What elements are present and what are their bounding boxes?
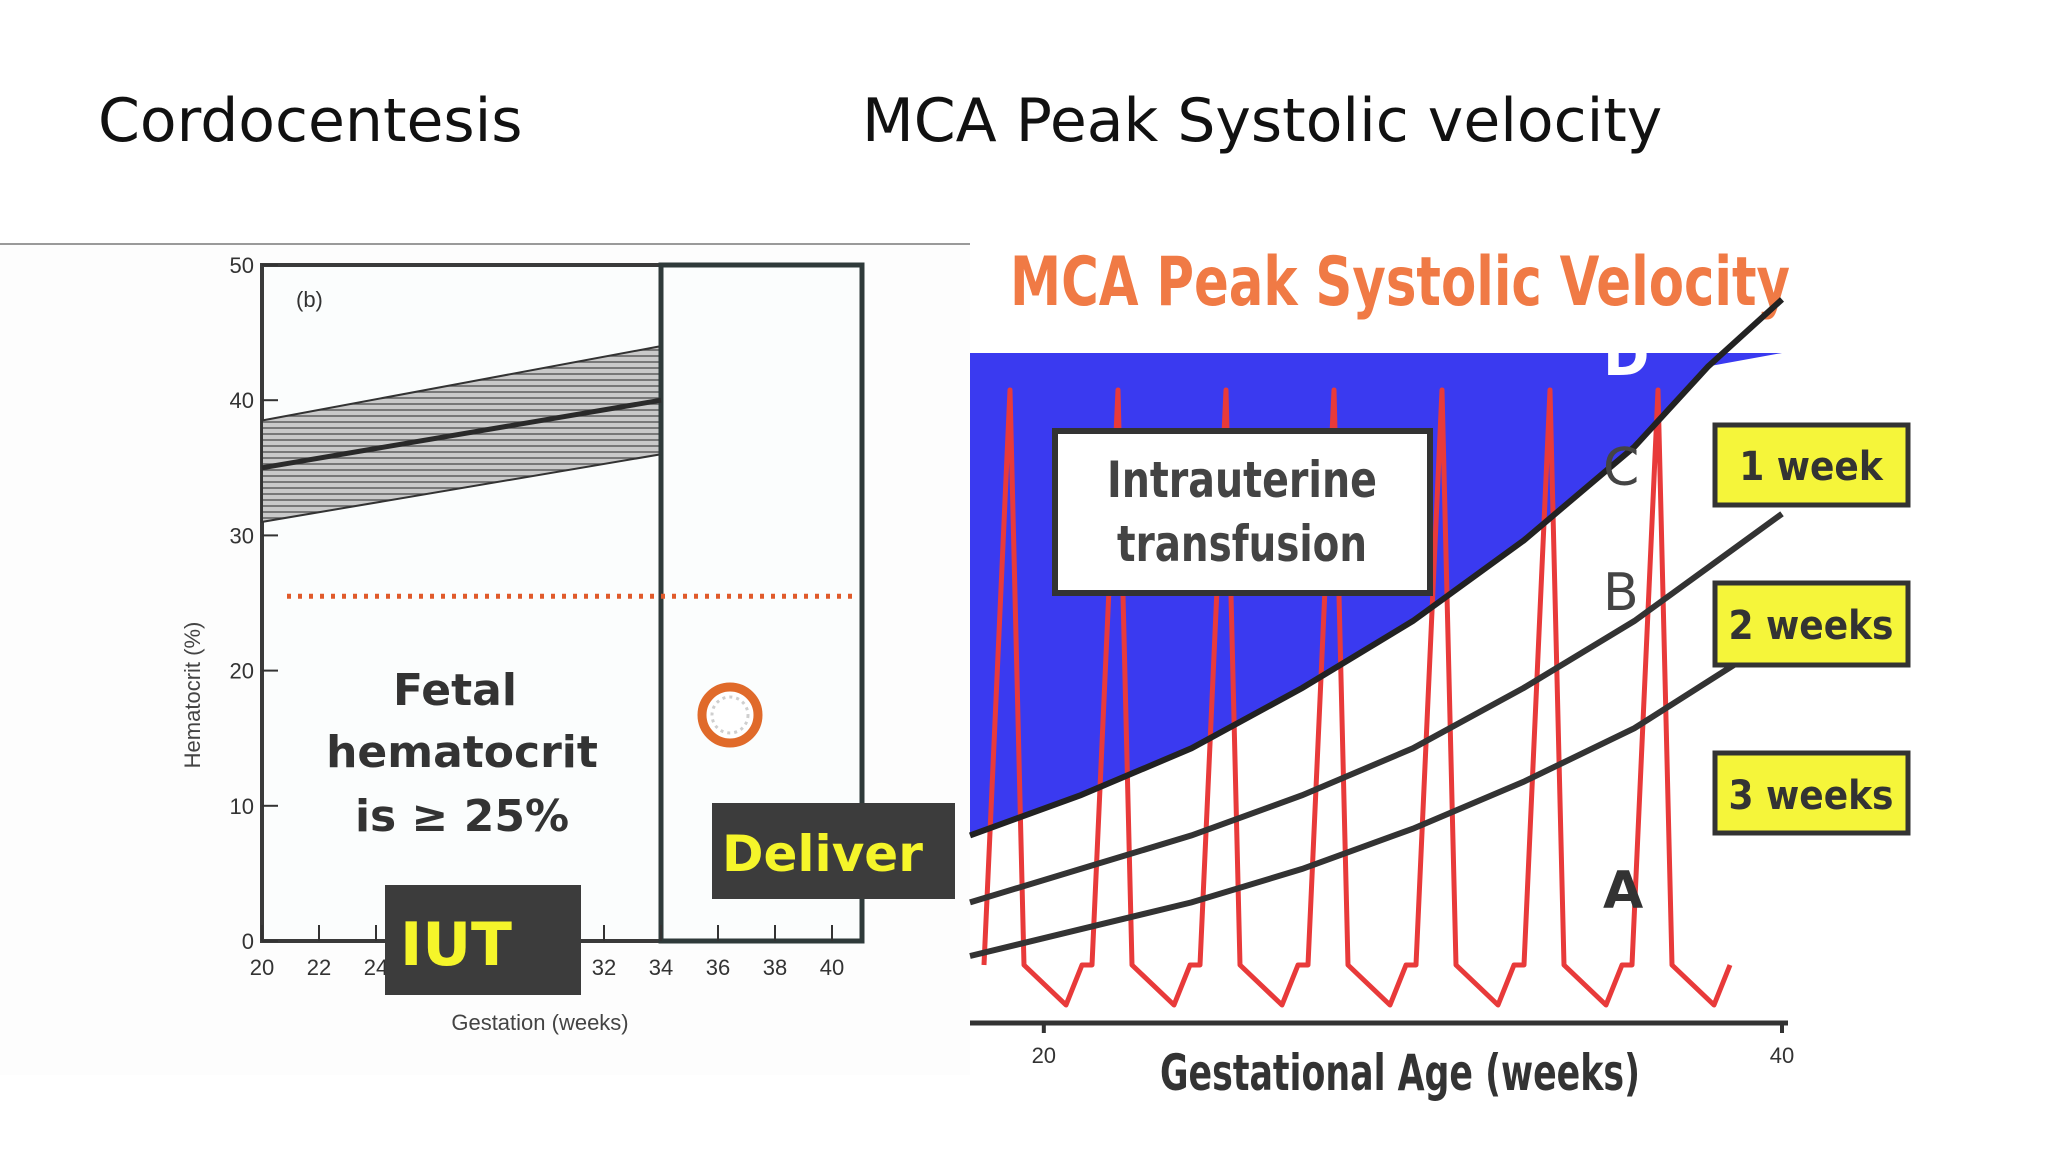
x-tick-label: 20 xyxy=(1032,1043,1056,1068)
deliver-box-fill xyxy=(712,803,955,899)
right-slide-title: MCA Peak Systolic velocity xyxy=(862,86,1663,156)
left-slide-title: Cordocentesis xyxy=(98,86,523,156)
x-tick-label: 22 xyxy=(307,955,331,980)
week-box-1: 1 week xyxy=(1712,422,1911,508)
mean-hematocrit-line xyxy=(261,397,662,471)
fetal-line-3: is ≥ 25% xyxy=(355,791,569,842)
divider-line xyxy=(0,243,970,245)
week-box-1-frame xyxy=(1712,422,1911,508)
x-tick-label: 40 xyxy=(1770,1043,1794,1068)
week-label-3: 3 weeks xyxy=(1729,773,1894,819)
iut-label: IUT xyxy=(400,910,512,980)
week-box-3: 3 weeks xyxy=(1712,750,1911,836)
threshold-curve-3 xyxy=(969,631,1784,959)
deliver-label-box: Deliver xyxy=(712,803,955,899)
y-axis-label: Hematocrit (%) xyxy=(180,622,205,769)
zone-label-c: C xyxy=(1603,438,1639,498)
week-box-2-frame xyxy=(1712,580,1911,668)
intrauterine-line-1: Intrauterine xyxy=(1107,451,1377,509)
intrauterine-line-2: transfusion xyxy=(1117,515,1367,573)
chart2-ticks: 20 40 xyxy=(1032,1023,1794,1068)
fetal-line-2: hematocrit xyxy=(326,727,598,778)
week-box-2: 2 weeks xyxy=(1712,580,1911,668)
mca-chart-title: MCA Peak Systolic Velocity xyxy=(1010,243,1790,322)
gestational-age-label: Gestational Age (weeks) xyxy=(1160,1044,1640,1102)
panel-label: (b) xyxy=(296,287,323,312)
week-label-2: 2 weeks xyxy=(1729,603,1894,649)
y-tick-label: 30 xyxy=(230,523,254,548)
rbc-ring xyxy=(697,682,763,748)
zone-labels: D C B A xyxy=(1603,324,1649,921)
zone-label-b: B xyxy=(1603,563,1639,623)
chart2-curves xyxy=(968,297,1785,959)
mca-psv-chart: MCA Peak Systolic Velocity D C B A Intra… xyxy=(968,225,2048,1125)
fetal-line-1: Fetal xyxy=(393,665,517,716)
x-tick-label: 36 xyxy=(706,955,730,980)
y-tick-label: 10 xyxy=(230,794,254,819)
week-label-1: 1 week xyxy=(1739,444,1884,490)
threshold-curve-1 xyxy=(968,297,1785,839)
x-tick-label: 24 xyxy=(364,955,388,980)
hematocrit-chart: 010203040502022242628303234363840 (b) He… xyxy=(0,245,970,1075)
y-tick-label: 0 xyxy=(242,929,254,954)
iut-box-fill xyxy=(385,885,581,995)
zone-label-d: D xyxy=(1603,324,1649,389)
iut-label-box: IUT xyxy=(385,885,581,995)
intrauterine-box: Intrauterine transfusion xyxy=(1052,428,1433,596)
x-tick-label: 34 xyxy=(649,955,673,980)
rbc-icon xyxy=(697,682,763,748)
deliver-label: Deliver xyxy=(722,825,923,883)
y-tick-label: 20 xyxy=(230,659,254,684)
x-tick-label: 40 xyxy=(820,955,844,980)
week-box-3-frame xyxy=(1712,750,1911,836)
x-tick-label: 32 xyxy=(592,955,616,980)
threshold-curve-2 xyxy=(969,511,1784,906)
zone-label-a: A xyxy=(1603,861,1643,921)
x-tick-label: 38 xyxy=(763,955,787,980)
rbc-inner xyxy=(710,695,750,735)
x-axis-label: Gestation (weeks) xyxy=(451,1010,628,1035)
y-tick-label: 40 xyxy=(230,388,254,413)
y-tick-label: 50 xyxy=(230,253,254,278)
x-tick-label: 20 xyxy=(250,955,274,980)
fetal-hematocrit-annotation: Fetal hematocrit is ≥ 25% xyxy=(326,665,598,842)
intrauterine-box-frame xyxy=(1052,428,1433,596)
